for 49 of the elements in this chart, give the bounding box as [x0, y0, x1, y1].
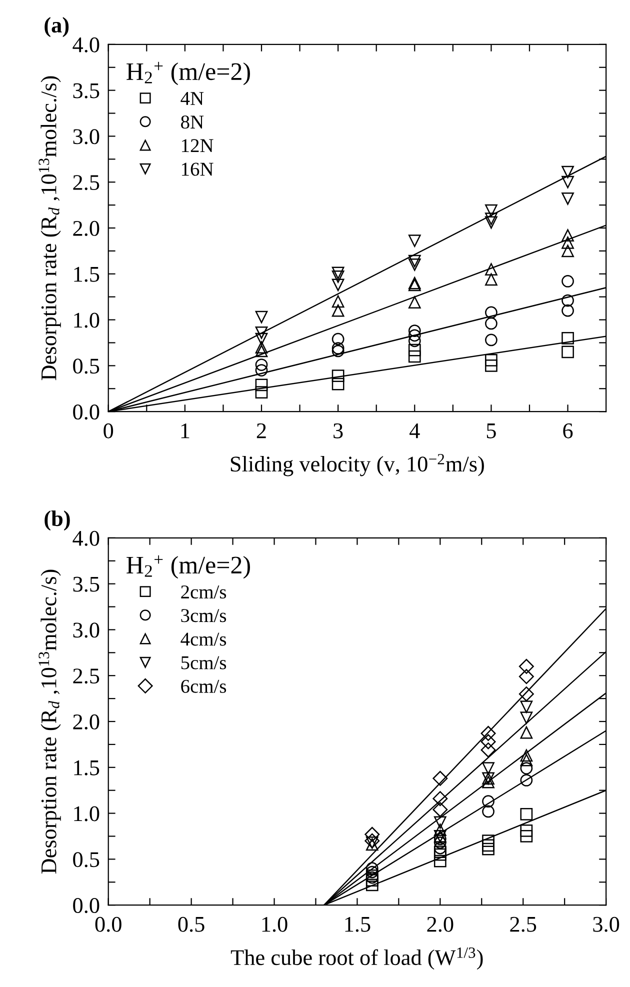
x-tick-label: 2.0 [427, 916, 454, 932]
y-tick-label: 2.5 [73, 175, 100, 190]
x-tick-label: 1.5 [345, 916, 370, 932]
y-tick-label: 1.5 [74, 760, 100, 776]
chart-title: (b) [44, 510, 70, 531]
x-tick-label: 1.0 [262, 916, 288, 932]
y-axis-title: Desorption rate (R$_{d}$ ,10$^{13}$molec./s) [38, 570, 61, 874]
legend-title: H$_{2}$$^{+}$ (m/e=2) [126, 555, 250, 579]
legend-label: 4N [180, 92, 204, 105]
y-tick-label: 0.5 [73, 852, 100, 868]
x-axis-title: Sliding velocity (v, 10$^{−2}$m/s) [230, 454, 484, 476]
y-tick-label: 3.0 [73, 129, 100, 144]
x-tick-label: 3 [334, 423, 343, 438]
y-tick-label: 4.0 [72, 37, 100, 52]
legend-label: 12N [182, 139, 214, 152]
y-tick-label: 2.0 [73, 714, 100, 730]
x-tick-label: 0.0 [95, 916, 122, 932]
y-tick-label: 3.5 [73, 576, 100, 592]
x-tick-label: 0.5 [178, 916, 204, 932]
y-tick-label: 2.5 [73, 668, 100, 684]
y-tick-label: 2.0 [73, 220, 100, 236]
y-tick-label: 0.0 [73, 404, 100, 420]
legend-title: H$_{2}$$^{+}$ (m/e=2) [126, 62, 250, 86]
y-tick-label: 1.0 [74, 312, 100, 328]
y-tick-label: 3.0 [73, 622, 100, 638]
y-axis-title: Desorption rate (R$_{d}$ ,10$^{13}$molec./s) [38, 76, 61, 380]
x-tick-label: 2.5 [510, 916, 536, 932]
legend-label: 8N [181, 116, 204, 129]
y-tick-label: 0.5 [73, 358, 100, 374]
x-tick-label: 6 [563, 423, 573, 438]
x-tick-label: 5 [486, 424, 496, 438]
legend-label: 3cm/s [181, 609, 226, 622]
legend-label: 2cm/s [181, 585, 226, 599]
legend-label: 16N [182, 162, 214, 176]
chart-title: (a) [44, 16, 69, 38]
x-tick-label: 1 [181, 423, 190, 438]
y-tick-label: 3.5 [73, 83, 100, 98]
x-tick-label: 0 [104, 423, 114, 438]
legend-label: 6cm/s [181, 680, 226, 693]
y-tick-label: 1.5 [74, 266, 100, 282]
x-tick-label: 4 [410, 423, 420, 438]
y-tick-label: 0.0 [73, 898, 100, 914]
y-tick-label: 1.0 [74, 806, 100, 822]
x-tick-label: 3.0 [593, 916, 620, 932]
x-tick-label: 2 [256, 423, 266, 438]
legend-label: 4cm/s [180, 632, 226, 646]
x-axis-title: The cube root of load (W$^{1/3}$) [230, 947, 483, 970]
y-tick-label: 4.0 [72, 530, 100, 546]
legend-label: 5cm/s [181, 656, 226, 670]
